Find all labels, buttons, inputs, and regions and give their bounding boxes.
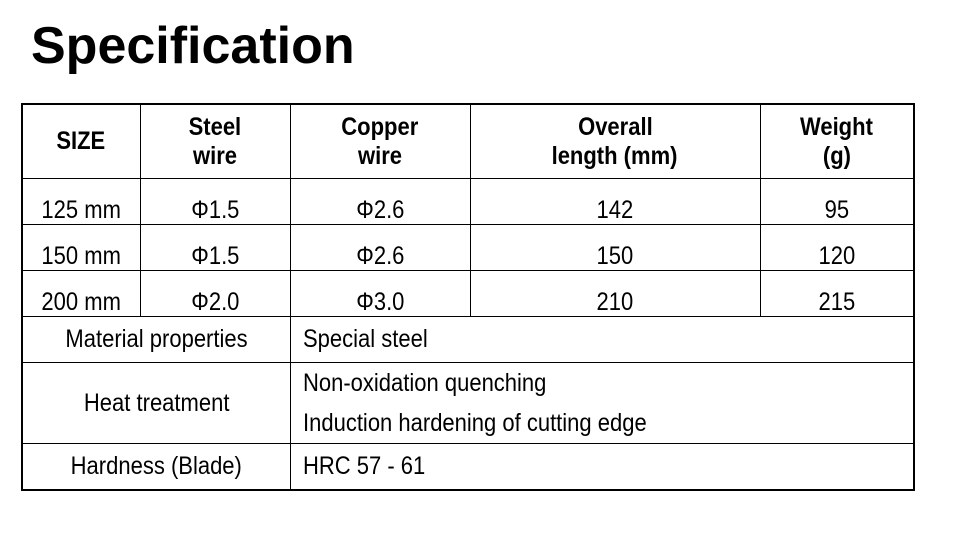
table-row: 200 mm Φ2.0 Φ3.0 210 215 [21, 270, 915, 317]
specification-table: SIZE Steel wire Copper wire Overall length … [21, 103, 915, 491]
cell-copper-wire: Φ3.0 [289, 270, 471, 317]
header-text: wire [192, 141, 238, 170]
cell-text: 125 mm [41, 196, 121, 224]
property-label: Hardness (Blade) [21, 443, 291, 491]
cell-length: 210 [469, 270, 761, 317]
header-steel-wire: Steel wire [139, 103, 291, 179]
property-value-text: HRC 57 - 61 [302, 452, 425, 480]
property-row-hardness: Hardness (Blade) HRC 57 - 61 [21, 443, 915, 491]
cell-text: Φ2.0 [190, 288, 240, 316]
header-copper-wire: Copper wire [289, 103, 471, 179]
cell-text: Φ2.6 [355, 242, 405, 270]
property-value: HRC 57 - 61 [289, 443, 915, 491]
property-row-heat-treatment: Heat treatment Non-oxidation quenching I… [21, 362, 915, 444]
property-value-text: Special steel [302, 325, 428, 353]
header-text: Copper [341, 112, 419, 141]
property-label: Heat treatment [21, 362, 291, 444]
cell-text: 200 mm [41, 288, 121, 316]
cell-text: Φ1.5 [190, 242, 240, 270]
cell-weight: 120 [759, 224, 915, 271]
property-row-material: Material properties Special steel [21, 316, 915, 363]
cell-steel-wire: Φ1.5 [139, 224, 291, 271]
property-value-text: Induction hardening of cutting edge [302, 409, 647, 437]
header-weight: Weight (g) [759, 103, 915, 179]
cell-text: 210 [596, 288, 634, 316]
cell-text: Φ2.6 [355, 196, 405, 224]
property-label: Material properties [21, 316, 291, 363]
page-title: Specification [31, 17, 355, 75]
header-text: Steel [188, 112, 242, 141]
header-text: Overall [577, 112, 653, 141]
cell-steel-wire: Φ1.5 [139, 178, 291, 225]
property-value: Non-oxidation quenching Induction harden… [289, 362, 915, 444]
cell-copper-wire: Φ2.6 [289, 224, 471, 271]
header-size: SIZE [21, 103, 141, 179]
header-text: SIZE [56, 127, 106, 155]
cell-weight: 95 [759, 178, 915, 225]
cell-text: 120 [818, 242, 856, 270]
header-text: Weight [800, 112, 874, 141]
cell-copper-wire: Φ2.6 [289, 178, 471, 225]
header-row: SIZE Steel wire Copper wire Overall length … [21, 103, 915, 179]
table-row: 125 mm Φ1.5 Φ2.6 142 95 [21, 178, 915, 225]
header-text: wire [357, 141, 403, 170]
cell-text: 215 [818, 288, 856, 316]
cell-text: Φ3.0 [355, 288, 405, 316]
header-text: (g) [822, 141, 851, 170]
header-overall-length: Overall length (mm) [469, 103, 761, 179]
cell-text: 150 [596, 242, 634, 270]
cell-text: Φ1.5 [190, 196, 240, 224]
cell-text: 150 mm [41, 242, 121, 270]
table-row: 150 mm Φ1.5 Φ2.6 150 120 [21, 224, 915, 271]
cell-length: 142 [469, 178, 761, 225]
property-value: Special steel [289, 316, 915, 363]
property-label-text: Heat treatment [83, 388, 230, 417]
cell-weight: 215 [759, 270, 915, 317]
cell-size: 200 mm [21, 270, 141, 317]
cell-size: 125 mm [21, 178, 141, 225]
cell-length: 150 [469, 224, 761, 271]
property-value-text: Non-oxidation quenching [302, 369, 546, 397]
property-label-text: Hardness (Blade) [70, 452, 242, 480]
cell-text: 142 [596, 196, 634, 224]
header-text: length (mm) [552, 141, 678, 170]
property-label-text: Material properties [65, 325, 248, 353]
cell-text: 95 [824, 196, 849, 224]
cell-size: 150 mm [21, 224, 141, 271]
cell-steel-wire: Φ2.0 [139, 270, 291, 317]
